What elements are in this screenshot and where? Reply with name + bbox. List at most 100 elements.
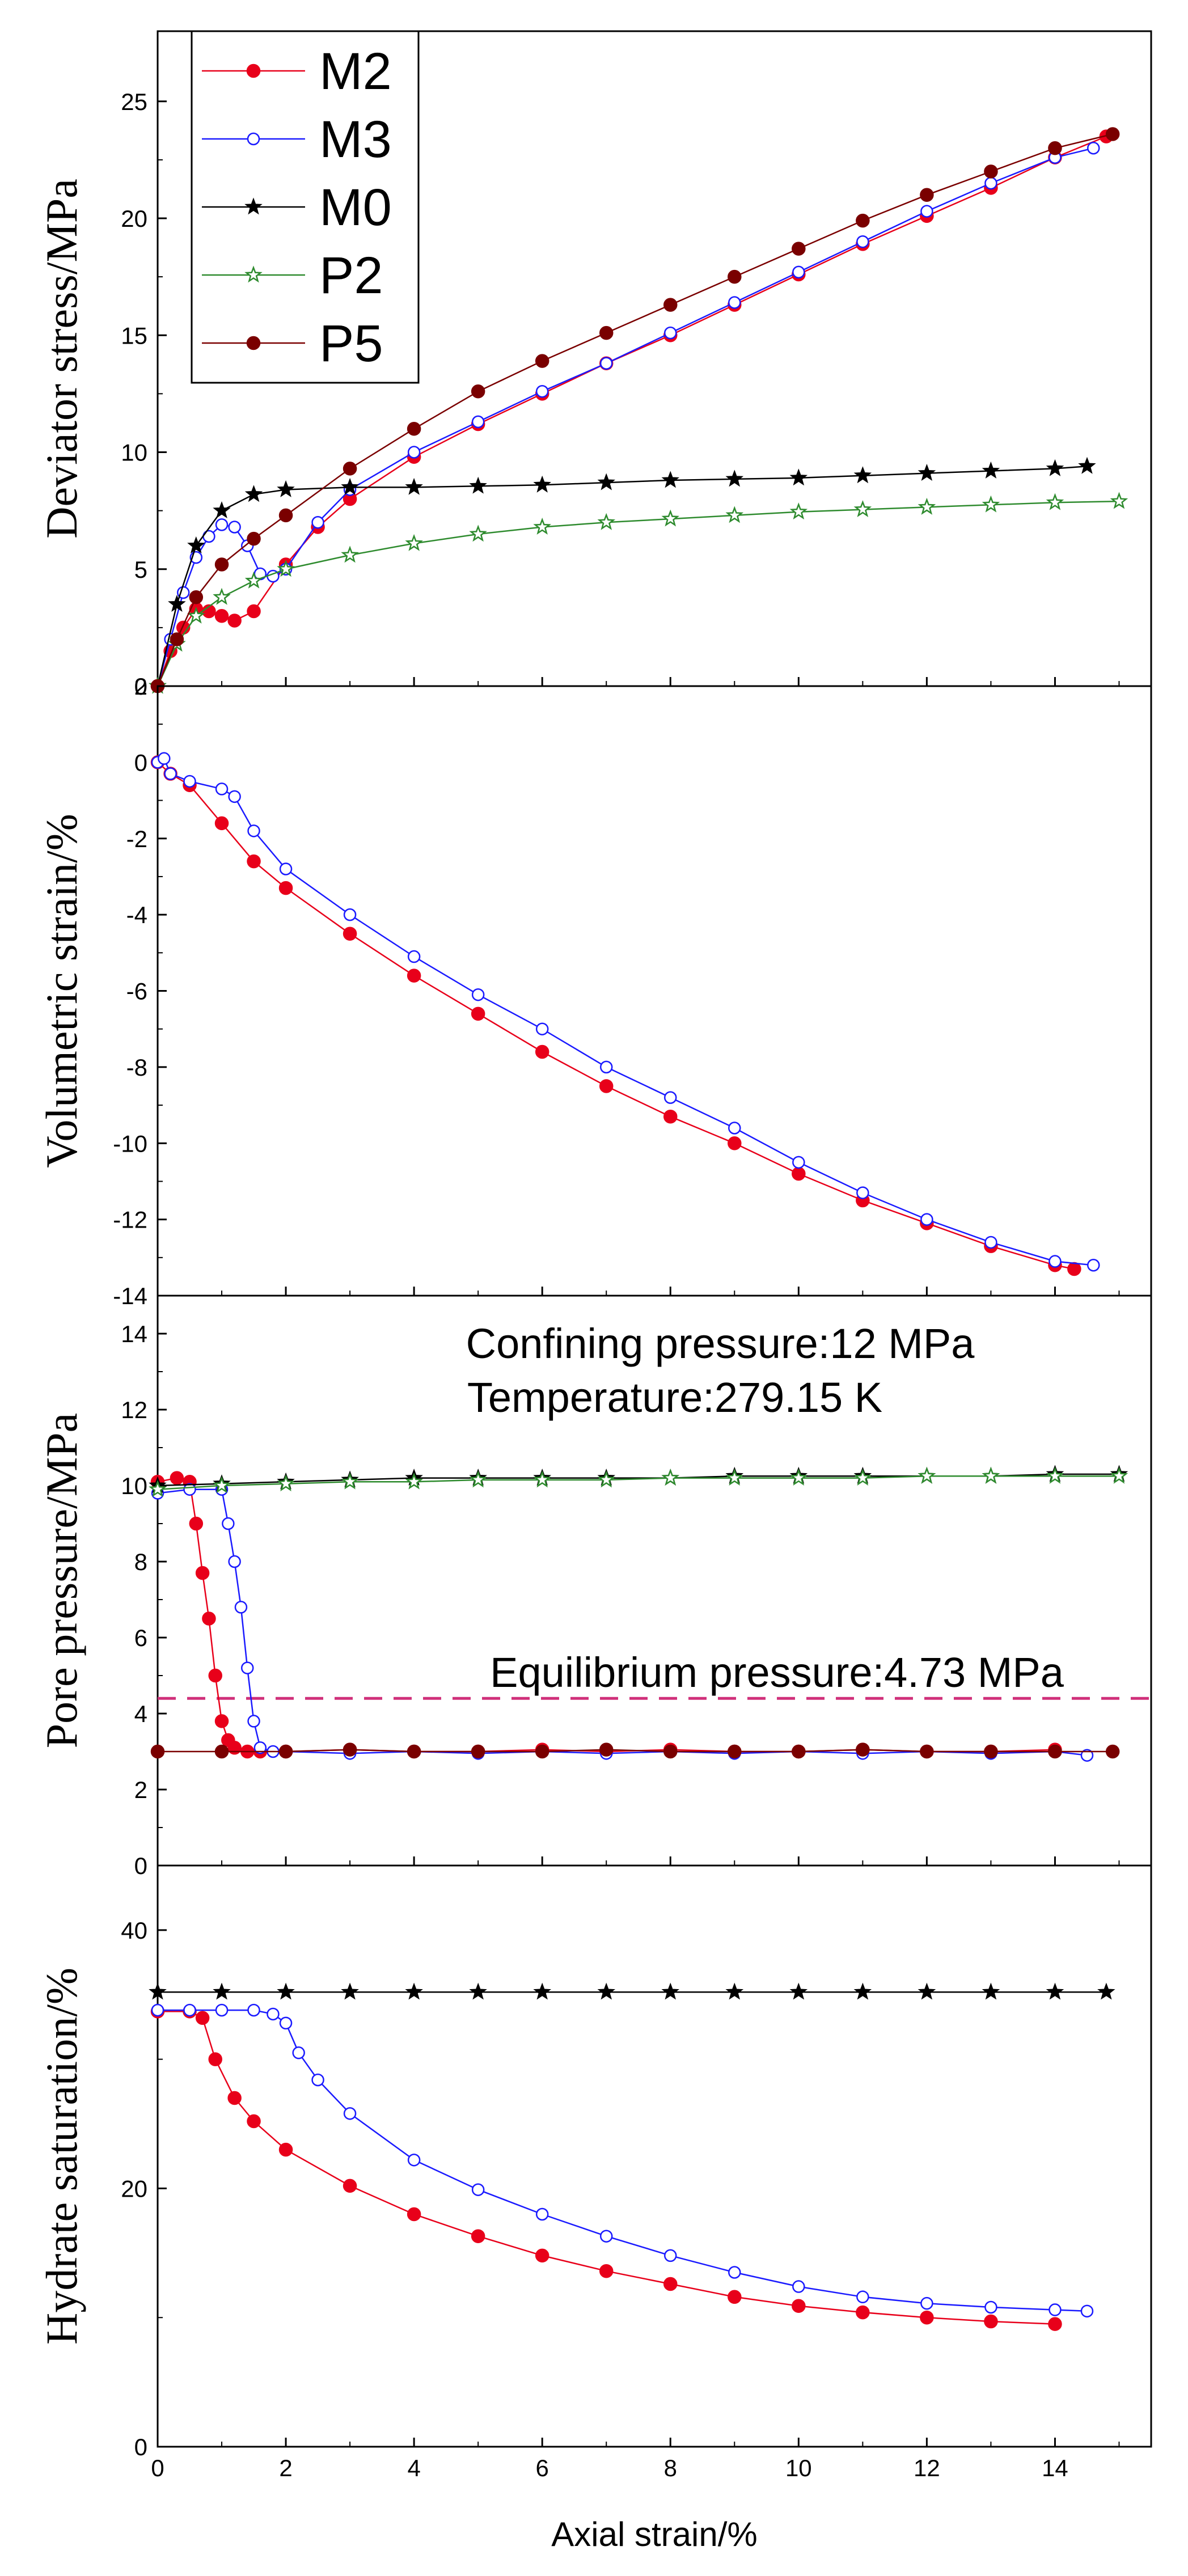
data-point-P5 [792, 242, 806, 256]
data-point-M0 [1078, 456, 1096, 474]
data-point-M3 [228, 521, 241, 534]
data-point-M2 [214, 816, 229, 831]
data-point-M2 [1067, 1262, 1081, 1276]
panel-3: 0 2 4 6 8 10 12 14 Pore pressure/MPa Confining pr… [37, 1295, 1152, 1879]
data-point-P5 [599, 1742, 614, 1757]
data-point-M3 [920, 2296, 933, 2310]
data-point-M0 [213, 1982, 231, 2000]
data-point-P5 [247, 531, 261, 546]
data-point-M3 [183, 775, 196, 788]
y-tick-label: -4 [126, 902, 147, 928]
y-tick-label: 2 [134, 1776, 147, 1803]
data-point-M0 [597, 1982, 616, 2000]
data-point-P2 [1046, 1466, 1064, 1484]
data-point-P5 [278, 508, 293, 523]
data-point-M3 [292, 2046, 305, 2059]
data-point-M0 [149, 1982, 167, 2000]
series-line-M3 [157, 757, 1094, 1266]
data-point-P5 [920, 188, 934, 202]
data-point-M3 [664, 326, 677, 340]
data-point-M2 [856, 2305, 870, 2320]
series-line-M2 [157, 762, 1075, 1270]
annotation-2: Temperature:279.15 K [467, 1374, 882, 1421]
data-point-P5 [214, 1744, 229, 1759]
data-point-P2 [469, 1470, 487, 1488]
y-tick-label: 0 [134, 673, 147, 700]
data-point-P5 [535, 1744, 549, 1759]
series-M2 [150, 755, 1081, 1276]
data-point-P5 [278, 1744, 293, 1759]
data-point-M2 [407, 2207, 421, 2222]
data-point-P5 [856, 1742, 870, 1757]
y-axis-label: Hydrate saturation/% [37, 1968, 86, 2345]
data-point-M2 [195, 2011, 210, 2025]
data-point-P2 [533, 1470, 552, 1488]
data-point-M2 [189, 1516, 204, 1531]
data-point-M3 [247, 824, 260, 837]
x-axis-label: Axial strain/% [551, 2515, 757, 2553]
data-point-M3 [158, 752, 171, 765]
data-point-M3 [151, 2003, 164, 2017]
y-tick-label: -6 [126, 978, 147, 1005]
data-point-P2 [982, 495, 1000, 513]
data-point-M3 [984, 1236, 997, 1249]
annotation-1: Confining pressure:12 MPa [466, 1320, 975, 1367]
data-point-M2 [407, 968, 421, 983]
series-M2 [150, 2004, 1062, 2331]
data-point-M3 [247, 2003, 260, 2017]
data-point-P2 [405, 1472, 423, 1490]
data-point-M2 [471, 1006, 485, 1021]
data-point-P5 [407, 422, 421, 436]
data-point-P2 [187, 606, 205, 624]
data-point-M2 [278, 881, 293, 895]
data-point-M2 [1048, 2317, 1062, 2331]
data-point-P5 [728, 269, 742, 284]
data-point-M2 [214, 609, 229, 623]
data-point-P2 [725, 506, 744, 523]
data-point-M3 [856, 235, 869, 248]
y-tick-label: 6 [134, 1625, 147, 1651]
data-point-P5 [170, 632, 184, 646]
y-tick-label: 10 [121, 1473, 147, 1499]
data-point-M2 [195, 1566, 210, 1580]
data-point-M3 [1049, 2303, 1062, 2316]
data-point-M0 [1046, 1982, 1064, 2000]
panel-4: 0 20 40 0 2 4 6 8 10 12 14 Hydrate saturation/% Axia… [37, 1864, 1152, 2553]
y-tick-label: 5 [134, 556, 147, 583]
data-point-M2 [202, 1611, 216, 1626]
x-tick-label: 14 [1042, 2455, 1068, 2481]
data-point-M3 [228, 1555, 241, 1568]
data-point-M3 [471, 2183, 485, 2196]
data-point-P5 [189, 590, 204, 604]
data-point-M3 [267, 2007, 280, 2021]
y-tick-label: 12 [121, 1397, 147, 1423]
data-point-P5 [1048, 1744, 1062, 1759]
data-point-M0 [277, 480, 295, 497]
data-point-P2 [597, 1470, 616, 1488]
data-point-P2 [149, 1480, 167, 1498]
data-point-M3 [599, 1060, 613, 1074]
data-point-M0 [918, 464, 936, 481]
x-tick-label: 8 [664, 2455, 677, 2481]
y-axis-label: Deviator stress/MPa [37, 179, 86, 539]
data-point-M3 [407, 2154, 421, 2167]
data-point-P5 [407, 1744, 421, 1759]
data-point-M3 [215, 782, 229, 796]
data-point-M3 [234, 1601, 248, 1614]
data-point-M0 [168, 595, 186, 612]
data-point-M2 [663, 2277, 678, 2291]
data-point-M2 [984, 2314, 998, 2329]
data-point-M0 [597, 473, 616, 490]
data-point-M3 [471, 415, 485, 429]
legend-marker [244, 197, 263, 215]
data-point-M3 [984, 2300, 997, 2314]
data-point-M3 [407, 950, 421, 963]
data-point-M3 [343, 908, 357, 921]
panel-frame [157, 685, 1152, 1297]
data-point-M3 [183, 1483, 196, 1496]
data-point-P5 [471, 384, 485, 399]
data-point-M0 [1046, 459, 1064, 476]
series-P2 [149, 492, 1128, 694]
data-point-P2 [853, 500, 872, 518]
series-line-P2 [157, 500, 1119, 687]
